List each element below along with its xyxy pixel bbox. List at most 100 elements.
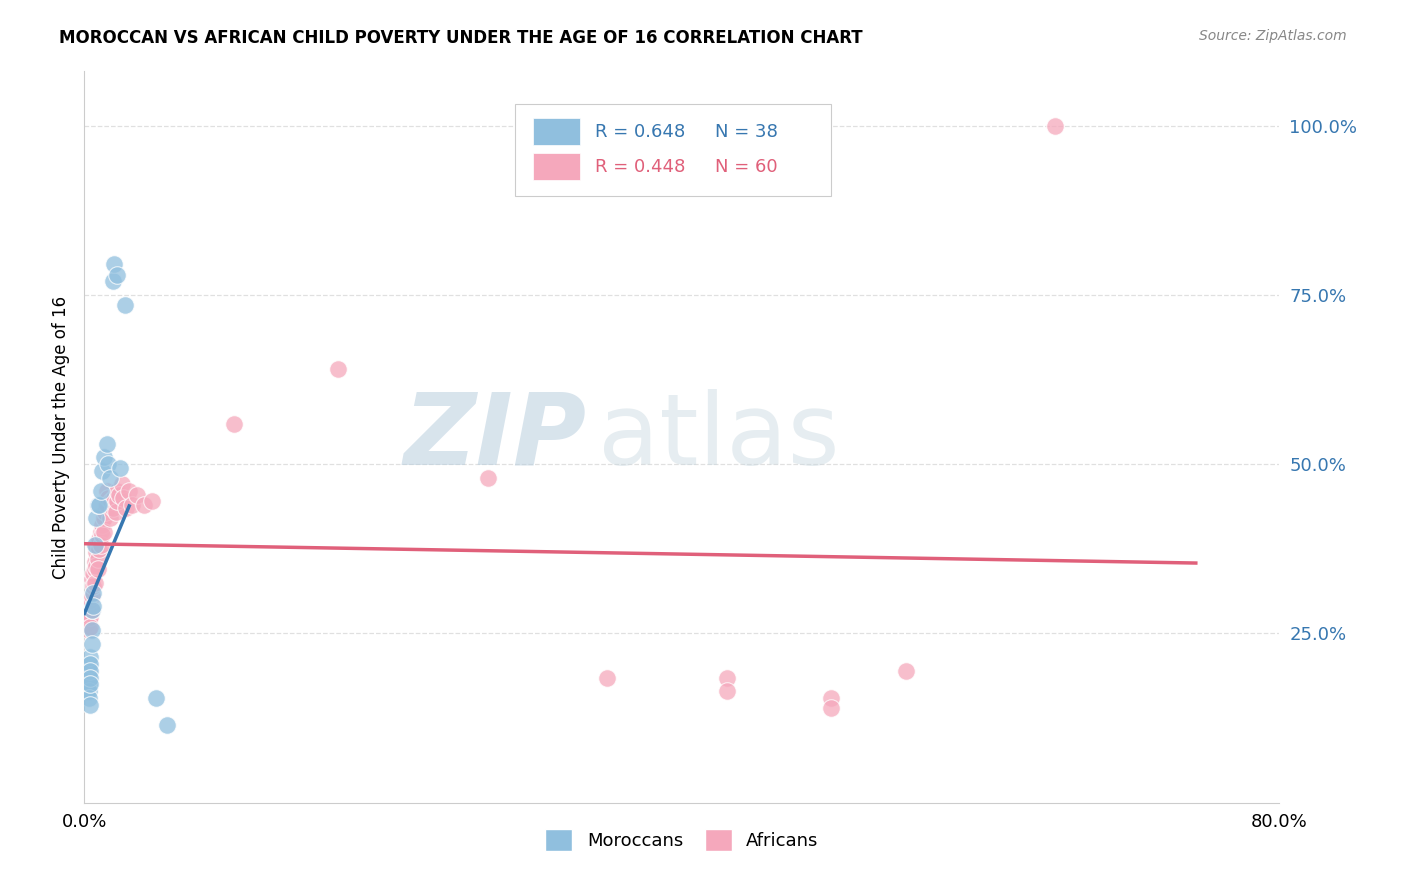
Point: [596, 671, 619, 685]
Point: [96, 484, 118, 499]
Point: [86, 558, 108, 573]
Point: [110, 460, 132, 475]
Point: [79, 677, 101, 691]
Point: [83, 555, 105, 569]
Point: [111, 477, 134, 491]
Point: [716, 684, 738, 698]
Point: [820, 690, 842, 705]
Point: [89, 541, 111, 556]
Point: [77, 664, 100, 678]
Point: [132, 498, 156, 512]
Point: [118, 484, 141, 499]
Point: [79, 592, 101, 607]
Point: [87, 535, 110, 549]
Y-axis label: Child Poverty Under the Age of 16: Child Poverty Under the Age of 16: [52, 295, 70, 579]
Text: R = 0.448: R = 0.448: [595, 158, 685, 177]
Point: [77, 657, 100, 671]
Point: [82, 566, 104, 580]
Point: [79, 664, 101, 678]
Point: [87, 552, 110, 566]
Point: [79, 620, 101, 634]
Point: [90, 538, 112, 552]
Point: [93, 450, 115, 465]
Point: [77, 671, 100, 685]
Point: [79, 671, 101, 685]
Point: [105, 494, 128, 508]
Point: [89, 498, 111, 512]
Point: [80, 623, 103, 637]
Point: [80, 603, 103, 617]
Point: [222, 417, 245, 431]
Text: N = 38: N = 38: [716, 123, 779, 141]
Point: [91, 464, 114, 478]
Text: Source: ZipAtlas.com: Source: ZipAtlas.com: [1199, 29, 1347, 43]
Point: [98, 471, 121, 485]
Point: [145, 690, 167, 705]
FancyBboxPatch shape: [515, 104, 831, 195]
Point: [101, 501, 124, 516]
Point: [1045, 119, 1067, 133]
Point: [79, 650, 101, 665]
Point: [82, 586, 104, 600]
Point: [96, 498, 118, 512]
Point: [97, 457, 120, 471]
Point: [93, 511, 115, 525]
Point: [80, 603, 103, 617]
Point: [103, 491, 125, 505]
Point: [79, 657, 101, 671]
FancyBboxPatch shape: [533, 153, 581, 180]
Point: [82, 579, 104, 593]
Point: [477, 471, 499, 485]
Point: [76, 671, 98, 685]
Text: atlas: atlas: [599, 389, 839, 485]
Point: [83, 562, 105, 576]
Point: [104, 505, 127, 519]
Point: [87, 562, 110, 576]
Point: [90, 484, 112, 499]
Point: [80, 637, 103, 651]
Point: [107, 488, 129, 502]
Point: [93, 524, 115, 539]
Point: [97, 491, 120, 505]
Point: [91, 518, 114, 533]
Point: [114, 298, 136, 312]
Point: [103, 257, 125, 271]
Point: [80, 572, 103, 586]
Point: [125, 488, 148, 502]
Point: [83, 575, 105, 590]
Text: ZIP: ZIP: [404, 389, 586, 485]
Point: [77, 613, 100, 627]
Point: [82, 599, 104, 614]
Point: [101, 274, 124, 288]
Point: [100, 494, 122, 508]
Point: [77, 623, 100, 637]
Point: [76, 684, 98, 698]
Text: N = 60: N = 60: [716, 158, 778, 177]
Point: [96, 437, 118, 451]
Point: [83, 538, 105, 552]
Point: [94, 505, 117, 519]
Point: [98, 511, 121, 525]
Point: [89, 532, 111, 546]
Point: [77, 690, 100, 705]
Point: [820, 701, 842, 715]
Point: [76, 677, 98, 691]
Point: [894, 664, 917, 678]
Point: [115, 501, 138, 516]
Point: [105, 268, 128, 282]
Point: [105, 484, 128, 499]
Point: [77, 684, 100, 698]
Point: [76, 603, 98, 617]
FancyBboxPatch shape: [533, 118, 581, 145]
Point: [80, 589, 103, 603]
Point: [86, 511, 108, 525]
Point: [90, 524, 112, 539]
Point: [77, 677, 100, 691]
Point: [76, 664, 98, 678]
Legend: Moroccans, Africans: Moroccans, Africans: [536, 820, 828, 860]
Point: [91, 528, 114, 542]
Point: [87, 498, 110, 512]
Point: [121, 498, 143, 512]
Point: [77, 606, 100, 620]
Point: [86, 545, 108, 559]
